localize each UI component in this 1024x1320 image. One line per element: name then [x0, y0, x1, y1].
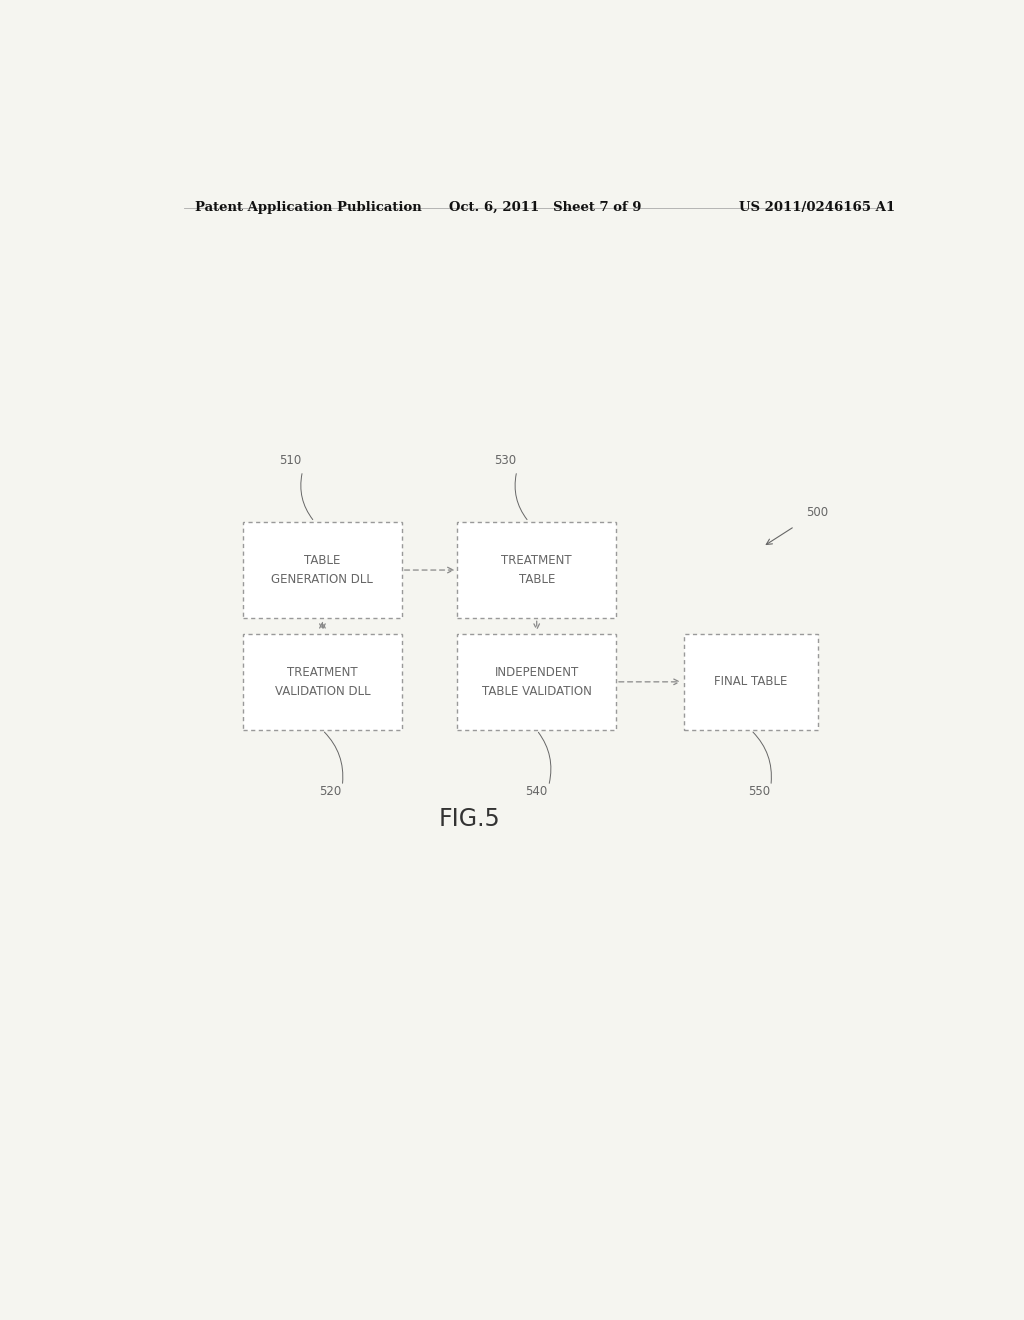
Text: TREATMENT
VALIDATION DLL: TREATMENT VALIDATION DLL [274, 665, 371, 698]
Text: US 2011/0246165 A1: US 2011/0246165 A1 [739, 201, 895, 214]
Bar [684, 634, 818, 730]
Text: 540: 540 [525, 784, 548, 797]
Bar [458, 634, 616, 730]
Text: Oct. 6, 2011   Sheet 7 of 9: Oct. 6, 2011 Sheet 7 of 9 [450, 201, 642, 214]
Text: Patent Application Publication: Patent Application Publication [196, 201, 422, 214]
Text: FINAL TABLE: FINAL TABLE [715, 676, 787, 688]
Text: TABLE
GENERATION DLL: TABLE GENERATION DLL [271, 554, 374, 586]
Text: 530: 530 [494, 454, 516, 467]
Text: 500: 500 [807, 507, 828, 519]
Text: TREATMENT
TABLE: TREATMENT TABLE [502, 554, 572, 586]
Text: 550: 550 [748, 784, 770, 797]
Bar [243, 521, 401, 618]
Text: 510: 510 [280, 454, 302, 467]
Text: FIG.5: FIG.5 [438, 807, 500, 832]
Text: INDEPENDENT
TABLE VALIDATION: INDEPENDENT TABLE VALIDATION [481, 665, 592, 698]
Bar [243, 634, 401, 730]
Bar [458, 521, 616, 618]
Text: 520: 520 [319, 784, 341, 797]
